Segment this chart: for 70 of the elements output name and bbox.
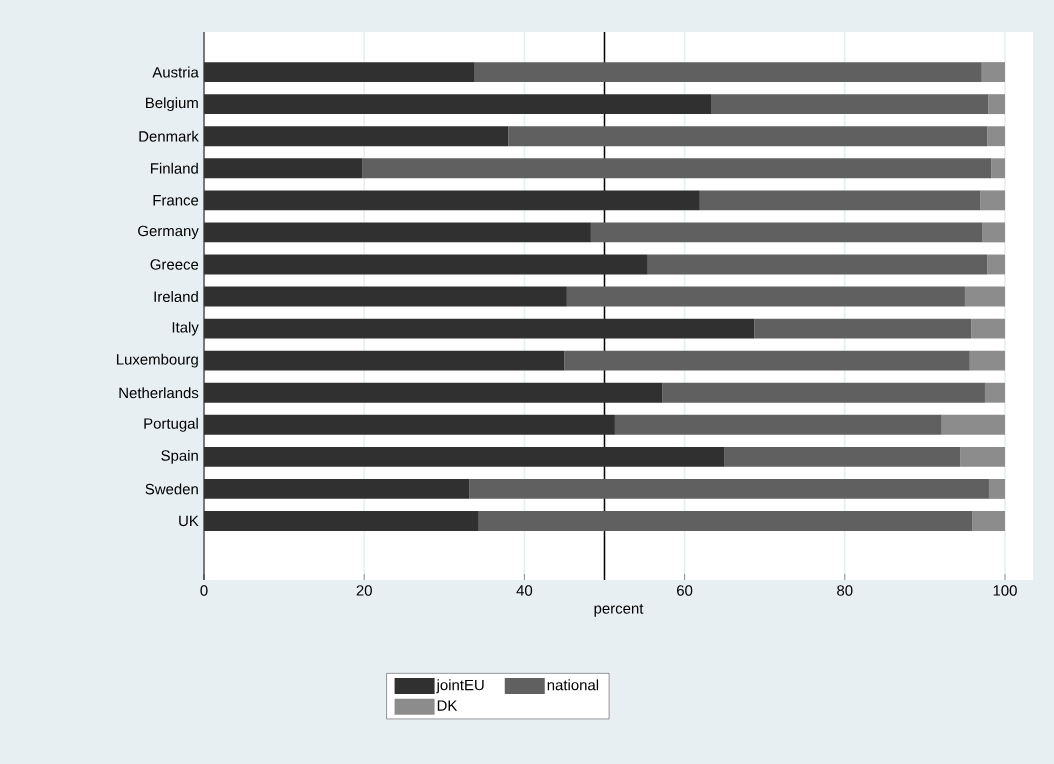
bar [981,62,1005,83]
bar [754,318,972,339]
bar [204,318,755,339]
x-axis-title: percent [594,603,644,617]
y-tick-label: Belgium [146,97,198,112]
bar [964,286,1005,307]
bar [204,286,567,307]
bar [204,94,712,115]
bar [972,511,1005,531]
bar [204,126,509,147]
bar [478,511,973,531]
bar [566,286,965,307]
bar [590,222,983,243]
bar [984,382,1005,403]
bar [204,446,725,467]
bar [699,190,981,211]
x-tick-label: 20 [356,585,372,596]
bar [204,62,475,83]
y-tick-label: Austria [152,66,199,78]
x-tick-label: 80 [837,585,853,596]
bar [724,446,961,467]
bar [614,414,942,435]
bar [988,478,1005,499]
y-tick-label: Greece [150,259,199,270]
y-tick-label: UK [179,515,199,527]
x-tick-label: 60 [677,585,693,596]
bar [204,222,591,243]
y-tick-label: Netherlands [119,387,199,399]
bar [988,94,1005,115]
x-tick-label: 40 [516,585,533,596]
bar [474,62,982,83]
bar [982,222,1005,243]
bar [941,414,1005,435]
y-tick-label: Finland [151,162,198,174]
bar [204,158,363,179]
bar [204,414,615,435]
bar [508,126,988,147]
bar [987,126,1005,147]
bar [204,350,565,371]
y-tick-label: Sweden [145,483,198,495]
bar [711,94,989,115]
y-tick-label: Denmark [139,130,199,142]
bar [204,382,663,403]
legend-label: DK [437,700,458,711]
y-tick-label: Ireland [154,291,198,303]
x-tick-label: 0 [200,585,208,596]
bar [971,318,1005,339]
bar [204,511,479,531]
y-tick-label: Luxembourg [116,353,198,368]
y-tick-label: Portugal [144,417,198,432]
y-tick-label: Germany [138,225,199,240]
bar [980,190,1005,211]
bar [969,350,1005,371]
bar [662,382,985,403]
legend-label: national [547,679,599,691]
bar [987,254,1005,275]
bar [469,478,989,499]
legend-label: jointEU [436,679,484,694]
bar [362,158,992,179]
bar [647,254,988,275]
bar [960,446,1005,467]
y-tick-label: Spain [161,449,198,464]
y-tick-label: Italy [172,321,199,336]
bar [991,158,1005,179]
y-tick-label: France [153,195,199,206]
bar [204,190,700,211]
x-tick-label: 100 [993,585,1017,596]
bar [564,350,970,371]
bar [204,478,470,499]
bar [204,254,648,275]
